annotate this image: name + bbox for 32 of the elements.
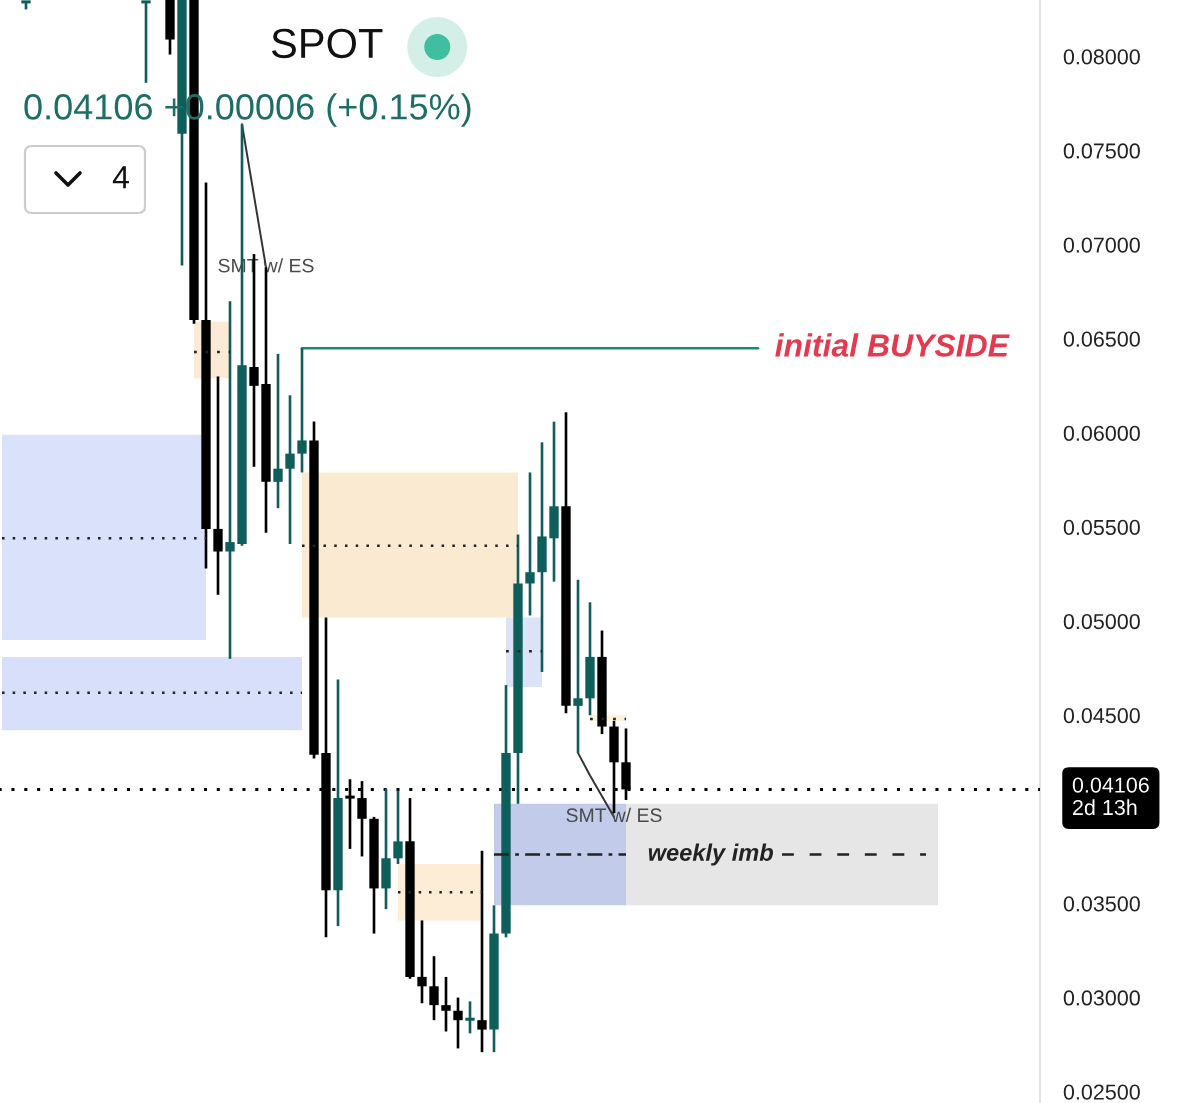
y-tick-label: 0.02500 (1063, 1084, 1140, 1100)
y-tick-label: 0.03500 (1063, 896, 1140, 912)
y-tick-label: 0.07000 (1063, 237, 1140, 253)
candlestick (429, 954, 439, 1022)
series-label: weekly imb (648, 843, 773, 866)
candlestick (573, 578, 583, 755)
candlestick (453, 996, 463, 1050)
y-tick-label: 0.06000 (1063, 425, 1140, 441)
series-label: initial BUYSIDE (775, 333, 1010, 357)
y-tick-label: 0.05000 (1063, 613, 1140, 630)
ref-line-label: 0.04106 2d 13h (1072, 777, 1149, 816)
candlestick (525, 471, 535, 617)
series-label: SMT w/ ES (566, 807, 662, 823)
y-tick-label: 0.04500 (1063, 708, 1140, 724)
candlestick (465, 1000, 475, 1035)
candlestick (213, 375, 223, 597)
candlestick (477, 849, 487, 1054)
y-tick-label: 0.03000 (1063, 990, 1140, 1006)
y-tick-label: 0.08000 (1063, 49, 1140, 65)
y-tick-label: 0.07500 (1063, 143, 1140, 159)
candlestick (297, 346, 307, 474)
candlestick (285, 393, 295, 546)
candlestick (441, 975, 451, 1033)
text: SPOT (271, 28, 383, 59)
candlestick (273, 352, 283, 510)
y-tick-label: 0.05500 (1063, 519, 1140, 536)
candlestick (225, 299, 235, 661)
candlestick (141, 0, 151, 85)
annotation: 4 (112, 166, 129, 189)
y-tick-label: 0.06500 (1063, 331, 1140, 347)
candlestick (417, 919, 427, 1005)
candlestick (393, 789, 403, 866)
